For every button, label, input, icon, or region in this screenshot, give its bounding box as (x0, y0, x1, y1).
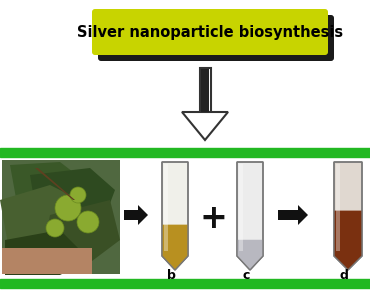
Bar (0, 279, 370, 288)
Bar (2, 160, 120, 274)
Bar (0, 148, 370, 157)
Polygon shape (164, 164, 168, 251)
Bar (2, 248, 92, 274)
Polygon shape (124, 205, 148, 225)
Polygon shape (278, 205, 308, 225)
Text: c: c (242, 269, 250, 282)
Polygon shape (30, 168, 115, 235)
Polygon shape (237, 162, 263, 270)
Polygon shape (162, 225, 188, 270)
Polygon shape (5, 230, 90, 275)
Circle shape (70, 187, 86, 203)
Text: +: + (199, 201, 227, 234)
Polygon shape (40, 200, 120, 270)
Polygon shape (239, 164, 243, 251)
Text: d: d (340, 269, 349, 282)
FancyBboxPatch shape (98, 15, 334, 61)
Polygon shape (10, 162, 90, 220)
Bar (2, 160, 120, 274)
Polygon shape (182, 112, 228, 140)
Polygon shape (237, 240, 263, 270)
Circle shape (55, 195, 81, 221)
FancyBboxPatch shape (92, 9, 328, 55)
Polygon shape (336, 164, 340, 251)
Polygon shape (334, 211, 362, 270)
Polygon shape (162, 162, 188, 270)
Polygon shape (35, 168, 75, 200)
Polygon shape (0, 185, 80, 255)
Bar (2, 248, 92, 274)
Text: Silver nanoparticle biosynthesis: Silver nanoparticle biosynthesis (77, 25, 343, 39)
Circle shape (77, 211, 99, 233)
Polygon shape (334, 162, 362, 270)
Text: b: b (166, 269, 175, 282)
Polygon shape (201, 69, 209, 112)
Circle shape (46, 219, 64, 237)
Polygon shape (199, 68, 211, 112)
